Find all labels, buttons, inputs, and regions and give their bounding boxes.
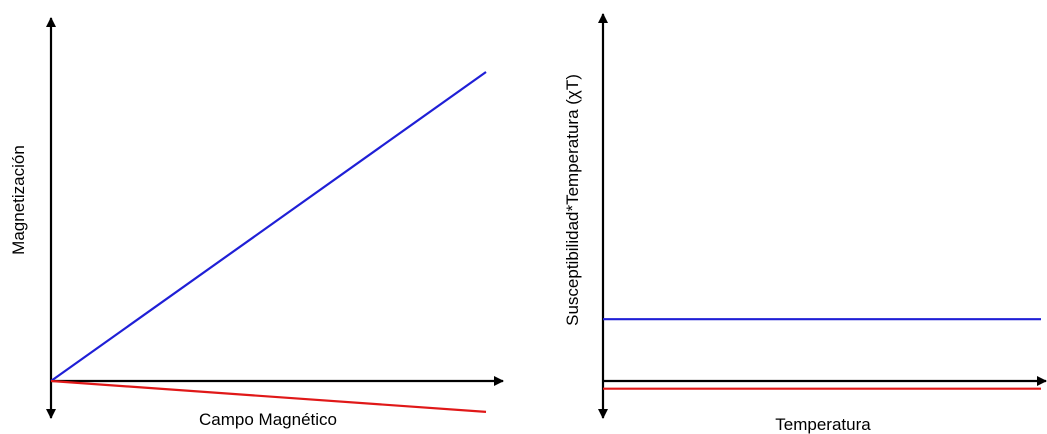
series-line-2	[50, 379, 487, 413]
susceptibility-chart: Temperatura Susceptibilidad*Temperatura …	[563, 13, 1047, 434]
x-axis-label: Campo Magnético	[199, 410, 337, 429]
series-group	[603, 318, 1041, 390]
series-group	[50, 71, 487, 413]
magnetization-chart: Campo Magnético Magnetización	[9, 17, 504, 429]
series-line-1	[50, 71, 487, 382]
x-axis-label: Temperatura	[775, 415, 871, 434]
y-axis-label: Susceptibilidad*Temperatura (χT)	[563, 74, 582, 326]
y-axis-label: Magnetización	[9, 145, 28, 255]
